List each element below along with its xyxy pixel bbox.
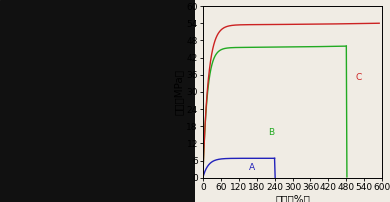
X-axis label: 伸び（%）: 伸び（%）	[275, 194, 310, 202]
Text: C: C	[355, 74, 362, 82]
Text: B: B	[269, 128, 275, 137]
Text: A: A	[249, 163, 255, 172]
Y-axis label: 応力（MPa）: 応力（MPa）	[174, 69, 184, 115]
